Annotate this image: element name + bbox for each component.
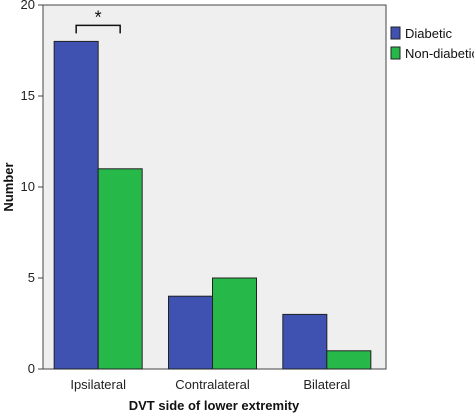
bar-series — [53, 40, 372, 370]
bar-diabetic-ipsilateral — [53, 40, 99, 370]
legend-label: Diabetic — [405, 26, 452, 41]
significance-bracket — [75, 24, 121, 34]
y-axis-title: Number — [1, 162, 16, 211]
x-tick-label: Bilateral — [303, 377, 350, 392]
y-tick-label: 5 — [28, 270, 35, 285]
y-tick-label: 0 — [28, 361, 35, 376]
bar-non-diabetic-contralateral — [212, 277, 257, 370]
bar-diabetic-contralateral — [168, 295, 213, 370]
legend-swatch — [390, 26, 401, 40]
x-tick-label: Ipsilateral — [70, 377, 126, 392]
legend-label: Non-diabetic — [405, 46, 474, 61]
significance-annotation: * — [75, 7, 121, 34]
y-tick-label: 10 — [21, 179, 35, 194]
y-tick-label: 15 — [21, 88, 35, 103]
x-axis-title: DVT side of lower extremity — [129, 398, 300, 413]
bar-non-diabetic-bilateral — [326, 350, 372, 370]
legend: Diabetic Non-diabetic — [390, 26, 474, 61]
bar-non-diabetic-ipsilateral — [97, 168, 143, 370]
bar-diabetic-bilateral — [282, 313, 328, 370]
x-axis: Ipsilateral Contralateral Bilateral — [70, 377, 350, 392]
y-axis: 0 5 10 15 20 — [21, 0, 43, 376]
legend-swatch — [390, 46, 401, 60]
significance-marker: * — [95, 7, 102, 27]
y-tick-label: 20 — [21, 0, 35, 12]
x-tick-label: Contralateral — [175, 377, 250, 392]
